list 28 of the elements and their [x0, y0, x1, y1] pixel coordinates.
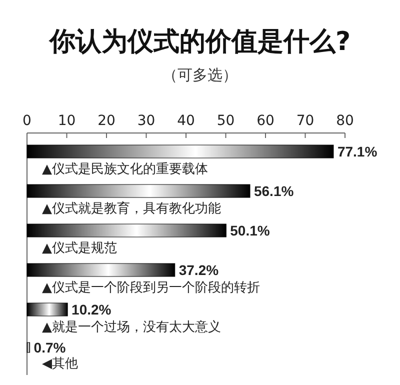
bar	[26, 263, 176, 277]
x-tick-label: 0	[22, 113, 32, 129]
data-label: 77.1%	[337, 144, 378, 160]
x-tick-label: 70	[296, 113, 314, 129]
x-tick-label: 10	[58, 113, 76, 129]
y-tick-label: ▲就是一个过场，没有太大意义	[42, 320, 221, 335]
data-label: 0.7%	[34, 340, 66, 356]
x-tick-label: 80	[336, 113, 354, 129]
data-label: 50.1%	[230, 222, 270, 238]
x-tick-label: 30	[137, 113, 156, 129]
bar	[26, 144, 334, 158]
y-tick-label: ▲仪式是一个阶段到另一个阶段的转折	[42, 280, 260, 296]
y-tick-label: ▲仪式是民族文化的重要载体	[42, 162, 208, 177]
chart-title: 你认为仪式的价值是什么?	[48, 27, 351, 57]
bar	[26, 302, 68, 316]
x-tick-label: 20	[98, 113, 116, 129]
x-tick-label: 60	[256, 113, 274, 129]
chart-subtitle: （可多选）	[162, 66, 238, 84]
bar	[26, 224, 226, 238]
y-tick-label: ▲仪式就是教育，具有教化功能	[42, 200, 221, 216]
x-tick-label: 40	[177, 113, 195, 129]
y-tick-label: ◀其他	[42, 356, 78, 372]
y-tick-label: ▲仪式是规范	[42, 241, 117, 256]
data-label: 10.2%	[72, 302, 112, 318]
bar	[26, 184, 250, 198]
data-label: 37.2%	[178, 262, 220, 278]
data-label: 56.1%	[254, 183, 294, 199]
x-tick-label: 50	[216, 113, 235, 129]
